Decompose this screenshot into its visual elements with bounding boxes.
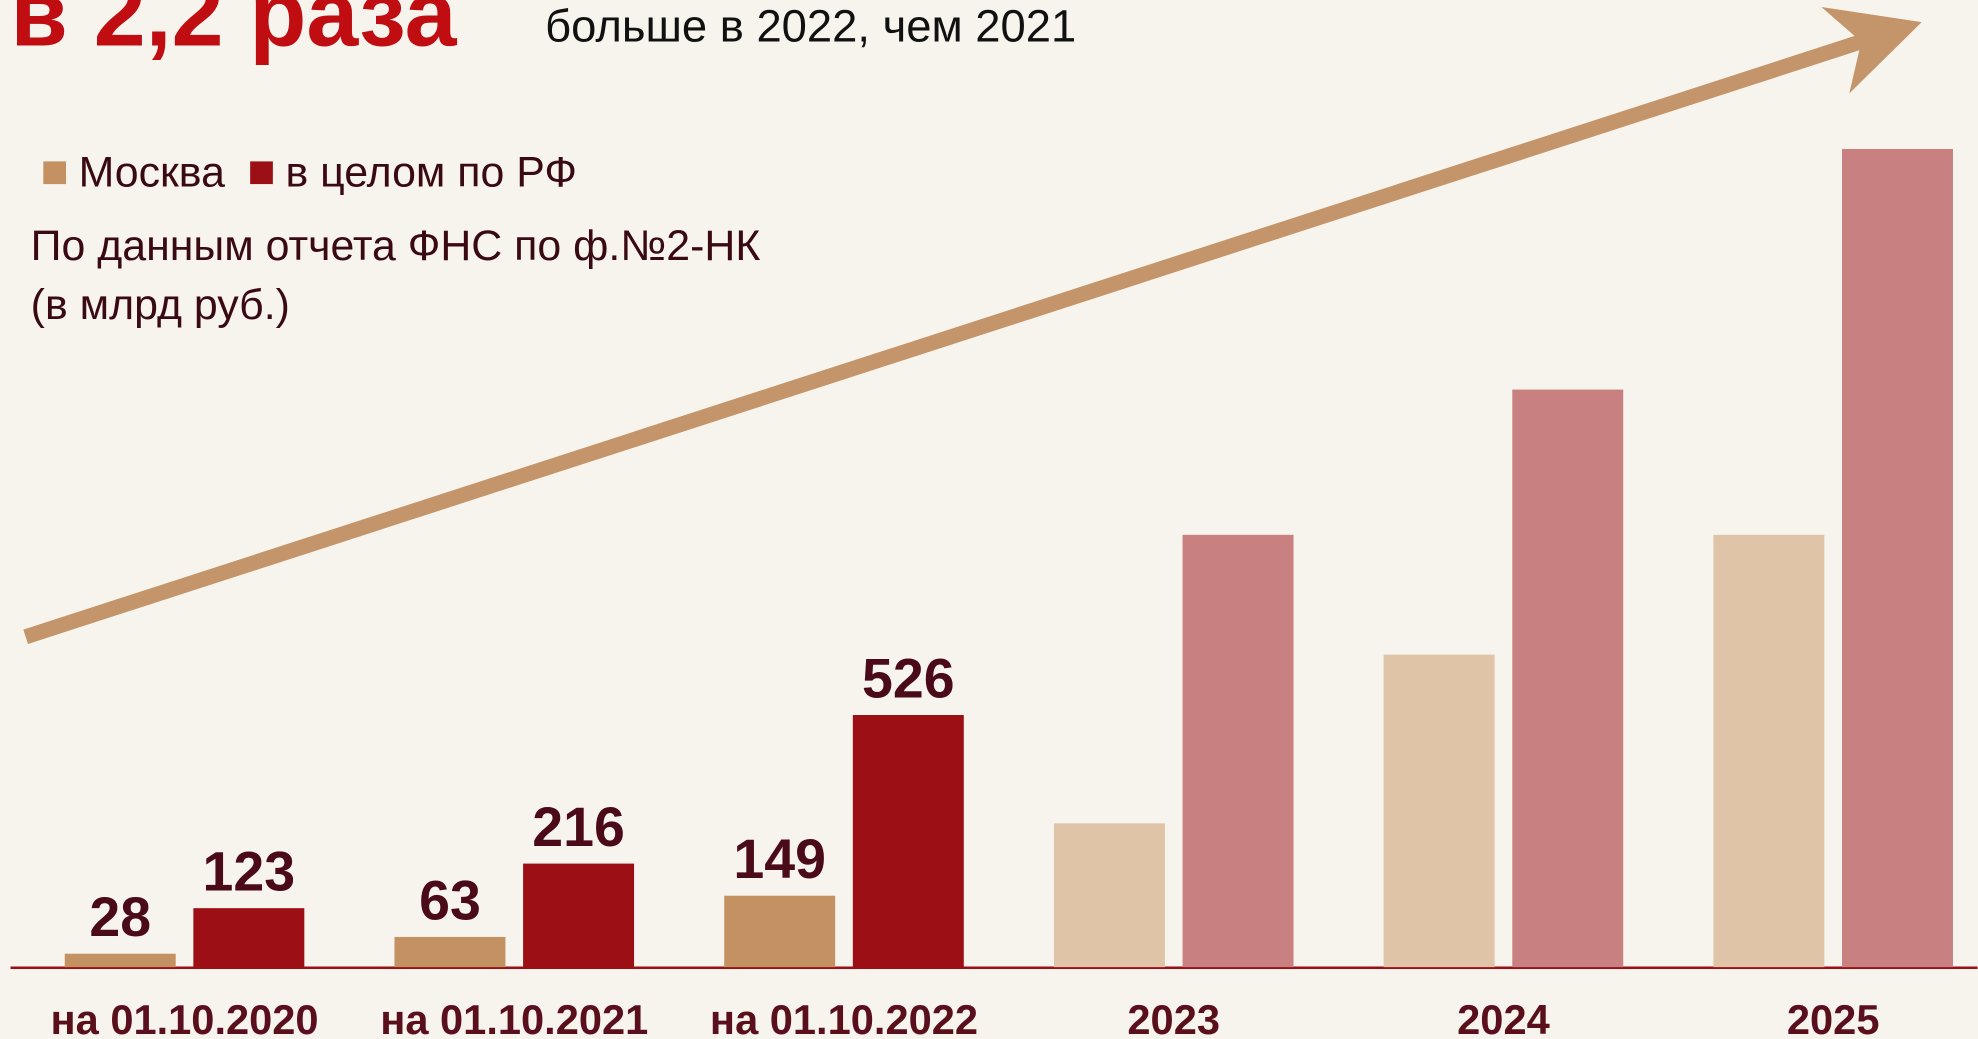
value-label: 149 [733,828,826,890]
x-tick-label: на 01.10.2022 [710,996,978,1039]
bar [1713,534,1825,968]
chart-title: в 2,2 раза [11,0,458,65]
x-tick-label: на 01.10.2020 [50,996,318,1039]
bar [523,863,635,968]
legend-swatch [250,161,273,185]
annotation: (в млрд руб.) [31,281,290,329]
bar [1512,389,1624,968]
trend-arrow [23,6,1922,644]
bar [64,953,176,968]
value-label: 526 [862,647,955,709]
x-tick-label: 2023 [1127,996,1220,1039]
legend-swatch [43,161,67,185]
value-label: 63 [419,869,481,931]
bar [852,715,964,968]
legend-label: Москва [79,149,225,197]
chart-subtitle: больше в 2022, чем 2021 [545,1,1076,52]
value-label: 123 [203,841,296,903]
bar [1383,654,1495,968]
bar [1053,823,1165,968]
annotation: По данным отчета ФНС по ф.№2-НК [31,222,761,270]
value-label: 216 [532,796,625,858]
legend-label: в целом по РФ [285,149,577,197]
bar [1182,534,1294,968]
bar [193,908,305,968]
x-tick-label: 2025 [1787,996,1880,1039]
x-tick-label: 2024 [1457,996,1550,1039]
value-label: 28 [89,886,151,948]
bar [724,895,836,968]
bar [394,936,506,968]
x-tick-label: на 01.10.2021 [380,996,648,1039]
bar [1842,148,1953,968]
